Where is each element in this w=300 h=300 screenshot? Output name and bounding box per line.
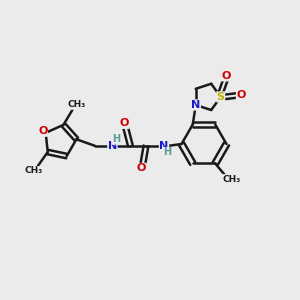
Text: CH₃: CH₃ xyxy=(25,167,43,176)
Text: O: O xyxy=(120,118,129,128)
Text: O: O xyxy=(38,126,47,136)
Text: H: H xyxy=(163,148,171,158)
Text: N: N xyxy=(159,141,169,151)
Text: N: N xyxy=(191,100,200,110)
Text: H: H xyxy=(112,134,120,144)
Text: O: O xyxy=(137,164,146,173)
Text: O: O xyxy=(236,90,246,100)
Text: S: S xyxy=(217,92,225,102)
Text: CH₃: CH₃ xyxy=(67,100,86,109)
Text: CH₃: CH₃ xyxy=(223,175,241,184)
Text: O: O xyxy=(221,71,230,81)
Text: N: N xyxy=(108,141,117,151)
